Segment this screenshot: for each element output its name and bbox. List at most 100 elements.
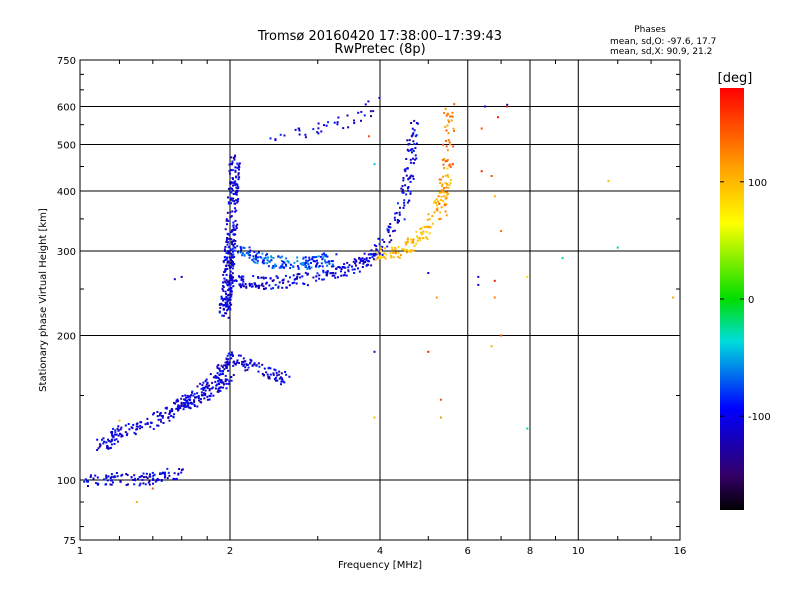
data-point bbox=[408, 199, 411, 202]
data-point bbox=[110, 438, 113, 441]
data-point bbox=[235, 182, 238, 185]
data-point bbox=[442, 175, 445, 178]
data-point bbox=[232, 276, 234, 279]
data-point bbox=[445, 197, 448, 199]
data-point bbox=[178, 405, 181, 408]
data-point bbox=[234, 170, 237, 173]
data-point bbox=[145, 475, 148, 478]
data-point bbox=[142, 472, 145, 475]
data-point bbox=[216, 376, 219, 379]
data-point bbox=[289, 267, 292, 269]
data-point bbox=[105, 474, 108, 477]
data-point bbox=[410, 122, 413, 124]
data-point bbox=[403, 204, 406, 207]
data-point bbox=[363, 252, 366, 255]
data-point bbox=[134, 433, 137, 436]
data-point bbox=[418, 237, 421, 240]
data-point bbox=[415, 230, 418, 233]
data-point bbox=[241, 254, 244, 257]
data-point bbox=[230, 303, 233, 306]
data-point bbox=[335, 268, 338, 270]
data-point bbox=[171, 410, 174, 413]
data-point bbox=[152, 413, 155, 416]
data-point bbox=[293, 281, 296, 284]
data-point bbox=[180, 403, 183, 406]
data-point bbox=[376, 257, 379, 260]
data-point bbox=[325, 254, 327, 256]
data-point bbox=[245, 286, 248, 289]
data-point bbox=[208, 394, 211, 397]
data-point bbox=[178, 406, 181, 409]
data-point bbox=[440, 189, 443, 192]
data-point bbox=[336, 121, 339, 124]
data-point bbox=[263, 288, 265, 290]
data-point bbox=[240, 286, 242, 289]
data-point bbox=[229, 231, 232, 234]
data-point bbox=[235, 186, 238, 189]
data-point bbox=[224, 246, 227, 248]
data-point bbox=[281, 377, 283, 380]
data-point bbox=[233, 360, 236, 363]
data-point bbox=[317, 127, 320, 130]
data-point bbox=[225, 295, 228, 298]
data-point bbox=[242, 252, 244, 255]
data-point bbox=[399, 206, 401, 209]
data-point bbox=[233, 246, 236, 249]
data-point bbox=[229, 354, 232, 356]
data-point bbox=[229, 270, 232, 273]
data-point bbox=[166, 477, 169, 480]
data-point bbox=[234, 166, 237, 169]
data-point bbox=[265, 254, 267, 257]
data-point bbox=[357, 111, 360, 114]
data-point bbox=[444, 125, 447, 128]
data-point bbox=[333, 274, 336, 277]
data-point bbox=[239, 283, 242, 286]
data-point bbox=[222, 308, 225, 311]
data-point bbox=[223, 256, 226, 259]
data-point bbox=[422, 230, 425, 233]
data-point bbox=[406, 167, 409, 170]
data-point bbox=[131, 427, 134, 430]
data-point bbox=[219, 381, 222, 384]
data-point bbox=[135, 501, 138, 503]
data-point bbox=[310, 262, 312, 264]
data-point bbox=[172, 477, 175, 480]
data-point bbox=[342, 274, 345, 277]
data-point bbox=[312, 260, 315, 263]
data-point bbox=[257, 276, 259, 279]
data-point bbox=[237, 186, 239, 189]
data-point bbox=[318, 274, 321, 277]
data-point bbox=[200, 398, 202, 401]
data-point bbox=[116, 427, 119, 430]
data-point bbox=[218, 386, 221, 389]
data-point bbox=[256, 256, 259, 259]
data-point bbox=[277, 285, 280, 288]
data-point bbox=[480, 170, 483, 173]
data-point bbox=[262, 374, 265, 377]
data-point bbox=[228, 170, 231, 173]
data-point bbox=[255, 257, 258, 259]
data-point bbox=[254, 261, 257, 264]
data-point bbox=[449, 143, 452, 146]
data-point bbox=[444, 181, 447, 184]
data-point bbox=[216, 372, 219, 375]
data-point bbox=[228, 361, 231, 364]
data-point bbox=[228, 298, 231, 301]
data-point bbox=[243, 360, 246, 363]
data-point bbox=[110, 443, 113, 446]
data-point bbox=[146, 421, 149, 424]
data-point bbox=[447, 132, 450, 135]
data-point bbox=[230, 198, 233, 201]
data-point bbox=[225, 387, 228, 390]
data-point bbox=[240, 277, 243, 280]
data-point bbox=[120, 426, 123, 429]
data-point bbox=[226, 298, 229, 301]
data-point bbox=[115, 438, 118, 441]
data-point bbox=[283, 134, 286, 137]
data-point bbox=[280, 380, 283, 383]
data-point bbox=[189, 402, 192, 405]
data-point bbox=[435, 204, 438, 207]
data-point bbox=[400, 187, 403, 190]
data-point bbox=[326, 264, 329, 267]
data-point bbox=[96, 476, 99, 479]
